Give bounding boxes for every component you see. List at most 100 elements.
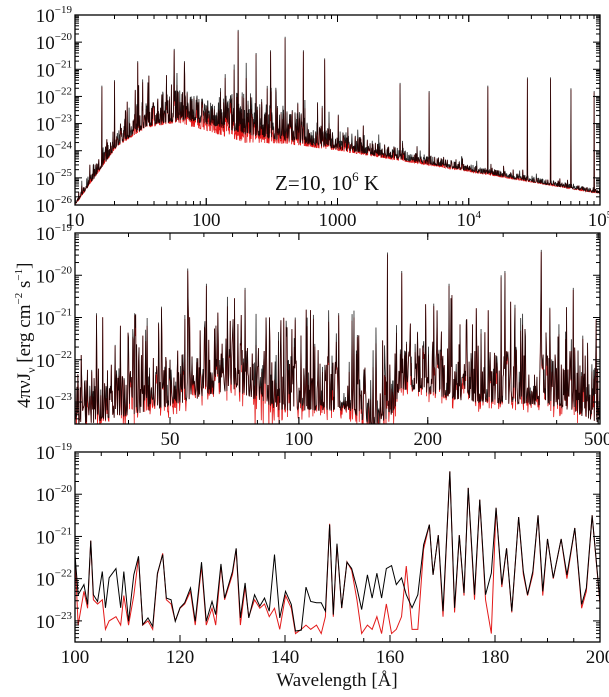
y-tick-label: 10−21 (36, 307, 72, 330)
y-tick-label-base: 10 (36, 224, 55, 245)
y-tick-label-exponent: −22 (55, 568, 72, 580)
x-tick-label-base: 100 (285, 429, 314, 450)
y-tick-label-base: 10 (36, 266, 55, 287)
panel-full-spectrum: 10100100010410510−1910−2010−2110−2210−23… (36, 4, 609, 231)
series-black-line (75, 249, 600, 424)
x-axis-label: Wavelength [Å] (276, 670, 397, 691)
x-tick-label: 200 (414, 429, 443, 450)
x-tick-label-base: 140 (271, 647, 300, 668)
y-tick-label-base: 10 (36, 485, 55, 506)
y-tick-label-exponent: −22 (55, 85, 72, 97)
y-tick-label-base: 10 (36, 309, 55, 330)
y-tick-label-base: 10 (36, 612, 55, 633)
x-tick-label: 105 (588, 209, 609, 231)
y-tick-label: 10−19 (36, 222, 73, 245)
y-tick-label-exponent: −23 (55, 610, 73, 622)
x-tick-label: 100 (192, 210, 221, 231)
y-tick-label-exponent: −20 (55, 483, 73, 495)
x-tick-label: 10 (66, 210, 85, 231)
x-tick-label: 1000 (319, 210, 357, 231)
y-tick-label-base: 10 (36, 33, 55, 54)
y-tick-label-exponent: −25 (55, 167, 73, 179)
y-tick-label: 10−21 (36, 58, 72, 81)
x-tick-label-base: 200 (586, 647, 609, 668)
y-tick-label-base: 10 (36, 570, 55, 591)
plot-area (75, 29, 600, 205)
panel-zoom-100-200: 10012014016018020010−1910−2010−2110−2210… (36, 441, 609, 668)
y-tick-label-base: 10 (36, 527, 55, 548)
x-tick-label: 100 (61, 647, 90, 668)
y-tick-label: 10−20 (36, 31, 73, 54)
series-black-line (75, 471, 600, 632)
x-tick-label-base: 180 (481, 647, 510, 668)
x-tick-label-base: 50 (160, 429, 179, 450)
y-tick-label-base: 10 (36, 60, 55, 81)
x-tick-label-base: 10 (457, 210, 476, 231)
y-tick-label-base: 10 (36, 142, 55, 163)
plot-area (75, 471, 600, 635)
y-tick-label-exponent: −19 (55, 222, 73, 234)
y-tick-label-base: 10 (36, 443, 55, 464)
y-tick-label: 10−20 (36, 264, 73, 287)
y-tick-label: 10−21 (36, 525, 72, 548)
series-black-line (75, 29, 600, 205)
y-tick-label-base: 10 (36, 115, 55, 136)
x-tick-label: 140 (271, 647, 300, 668)
y-tick-label-exponent: −20 (55, 31, 73, 43)
y-tick-label: 10−20 (36, 483, 73, 506)
y-tick-label-exponent: −26 (55, 194, 73, 206)
x-tick-label: 180 (481, 647, 510, 668)
y-tick-label-exponent: −21 (55, 525, 72, 537)
x-tick-label-base: 200 (414, 429, 443, 450)
x-tick-label-exponent: 4 (476, 209, 482, 221)
y-tick-label-base: 10 (36, 196, 55, 217)
plot-frame (74, 232, 601, 425)
x-tick-label: 120 (166, 647, 195, 668)
y-tick-label-exponent: −22 (55, 349, 72, 361)
x-tick-label-base: 100 (61, 647, 90, 668)
y-tick-label-exponent: −24 (55, 140, 73, 152)
y-tick-label: 10−19 (36, 441, 73, 464)
y-axis-label: 4πνJν [erg cm−2 s−1] (13, 263, 38, 408)
y-tick-label-exponent: −20 (55, 264, 73, 276)
y-tick-label-base: 10 (36, 6, 55, 27)
x-tick-label-base: 1000 (319, 210, 357, 231)
y-tick-label: 10−23 (36, 391, 73, 414)
x-tick-label-base: 120 (166, 647, 195, 668)
x-tick-label-base: 10 (66, 210, 85, 231)
y-tick-label: 10−25 (36, 167, 73, 190)
x-tick-label: 160 (376, 647, 405, 668)
y-tick-label-exponent: −23 (55, 113, 73, 125)
y-tick-label-base: 10 (36, 87, 55, 108)
y-tick-label-base: 10 (36, 393, 55, 414)
y-tick-label: 10−24 (36, 140, 73, 163)
y-tick-label-exponent: −21 (55, 58, 72, 70)
y-tick-label: 10−22 (36, 85, 72, 108)
y-tick-label: 10−23 (36, 610, 73, 633)
x-tick-label-base: 10 (588, 210, 607, 231)
y-tick-label: 10−19 (36, 4, 73, 27)
y-tick-label: 10−23 (36, 113, 73, 136)
y-tick-label-base: 10 (36, 351, 55, 372)
x-tick-label-exponent: 5 (607, 209, 609, 221)
x-tick-label: 500 (584, 429, 609, 450)
annotation-label: Z=10, 106 K (275, 169, 379, 195)
y-tick-label-exponent: −19 (55, 441, 73, 453)
y-tick-label-base: 10 (36, 169, 55, 190)
x-tick-label-base: 500 (584, 429, 609, 450)
y-tick-label-exponent: −21 (55, 307, 72, 319)
x-tick-label-base: 100 (192, 210, 221, 231)
x-tick-label: 100 (285, 429, 314, 450)
y-tick-label-exponent: −19 (55, 4, 73, 16)
x-tick-label: 200 (586, 647, 609, 668)
y-tick-label-exponent: −23 (55, 391, 73, 403)
x-tick-label-base: 160 (376, 647, 405, 668)
y-tick-label: 10−22 (36, 568, 72, 591)
x-tick-label: 104 (457, 209, 482, 231)
y-tick-label: 10−22 (36, 349, 72, 372)
x-tick-label: 50 (160, 429, 179, 450)
plot-area (75, 249, 600, 424)
y-tick-label: 10−26 (36, 194, 73, 217)
